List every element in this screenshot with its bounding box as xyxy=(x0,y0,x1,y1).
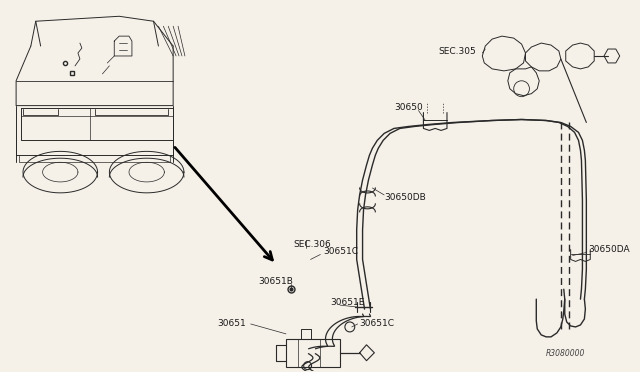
Text: R3080000: R3080000 xyxy=(546,349,586,358)
Text: 30650DB: 30650DB xyxy=(384,193,426,202)
Text: SEC.305: SEC.305 xyxy=(438,46,476,55)
Text: 30651: 30651 xyxy=(218,320,246,328)
Text: 30651C: 30651C xyxy=(360,320,395,328)
Text: 30651B: 30651B xyxy=(259,277,293,286)
Text: SEC.306: SEC.306 xyxy=(293,240,331,249)
Text: 30650DA: 30650DA xyxy=(588,245,630,254)
Text: 30650: 30650 xyxy=(394,103,423,112)
Text: 30651E: 30651E xyxy=(330,298,365,307)
Bar xyxy=(286,339,340,367)
Text: 30651C: 30651C xyxy=(323,247,358,256)
